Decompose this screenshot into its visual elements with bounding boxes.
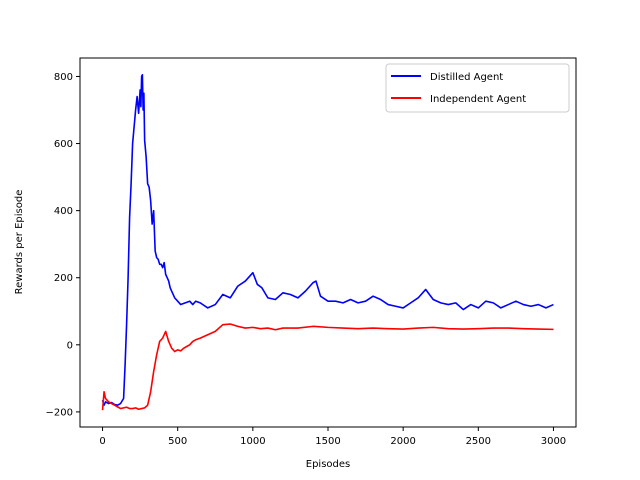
- y-ticks: −200 0 200 400 600 800: [46, 72, 80, 418]
- x-ticks: 0 500 1000 1500 2000 2500 3000: [99, 427, 566, 447]
- x-axis-label: Episodes: [306, 459, 350, 470]
- legend-label-distilled: Distilled Agent: [430, 72, 503, 83]
- x-tick-label: 0: [99, 436, 105, 447]
- series-group: [101, 73, 554, 411]
- x-tick-label: 2000: [390, 436, 415, 447]
- y-tick-label: 800: [54, 72, 73, 83]
- series-line-distilled: [101, 73, 554, 407]
- x-tick-label: 1500: [315, 436, 340, 447]
- y-axis-label: Rewards per Episode: [14, 190, 25, 295]
- y-tick-label: 600: [54, 139, 73, 150]
- y-tick-label: 0: [67, 340, 73, 351]
- x-tick-label: 1000: [240, 436, 265, 447]
- legend: Distilled Agent Independent Agent: [385, 63, 570, 113]
- legend-box: [385, 63, 570, 113]
- x-tick-label: 3000: [541, 436, 566, 447]
- y-tick-label: −200: [46, 407, 73, 418]
- plot-background: [80, 58, 576, 427]
- y-tick-label: 400: [54, 206, 73, 217]
- x-tick-label: 500: [168, 436, 187, 447]
- series-line-independent: [101, 323, 554, 411]
- y-tick-label: 200: [54, 273, 73, 284]
- legend-label-independent: Independent Agent: [430, 94, 526, 105]
- x-tick-label: 2500: [466, 436, 491, 447]
